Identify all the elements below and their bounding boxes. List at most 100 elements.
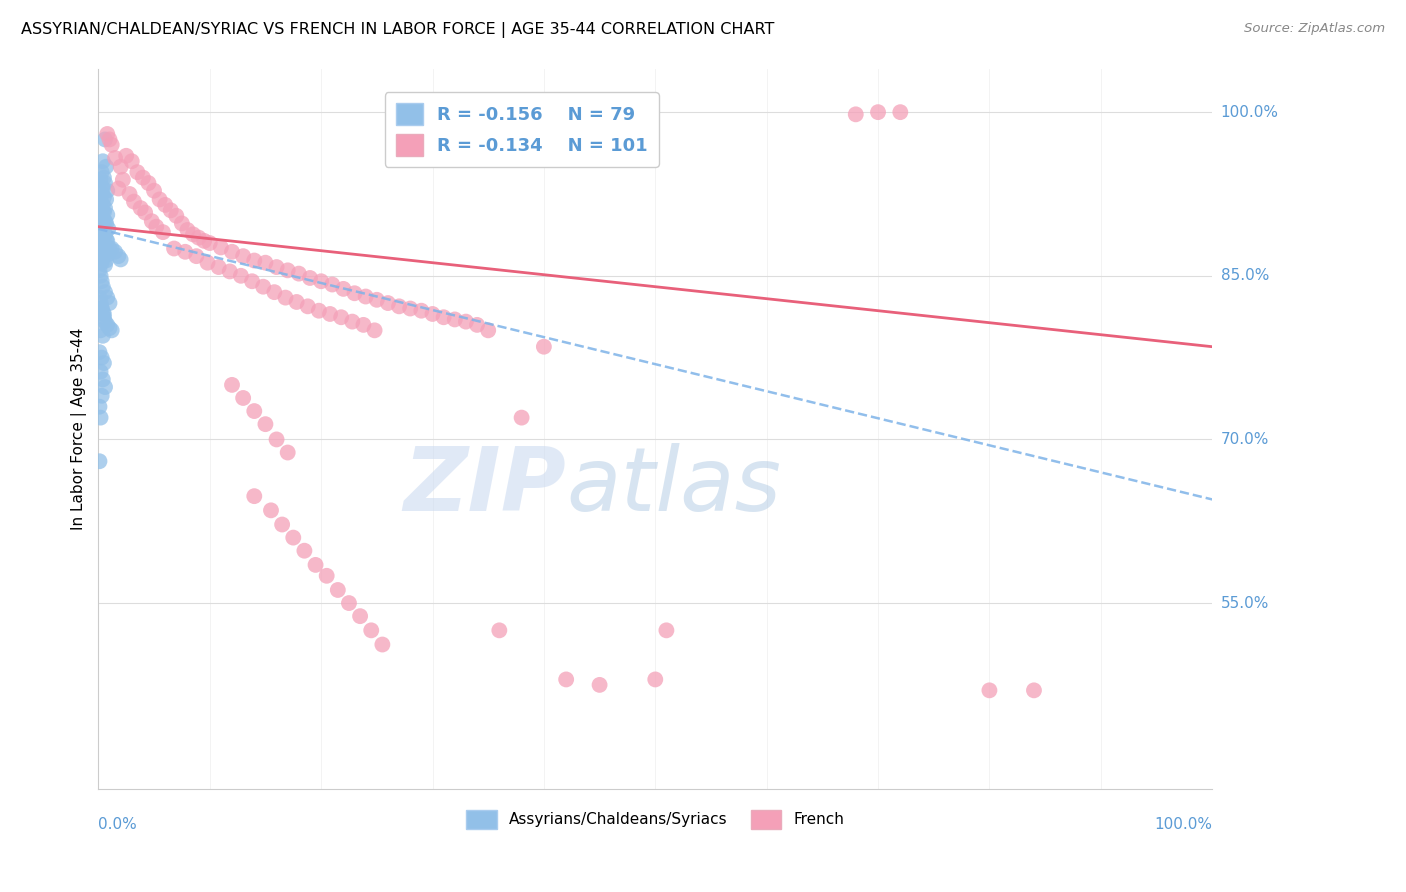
Point [266,260,288,274]
Point [90,268,112,283]
Point [93,190,115,204]
Point [209,240,232,254]
Point [443,312,465,326]
Point [90,223,112,237]
Point [90,235,112,250]
Point [91,252,114,266]
Point [110,252,132,267]
Point [174,244,197,259]
Point [90,389,112,403]
Point [93,307,115,321]
Point [477,323,499,337]
Point [91,212,114,227]
Point [294,543,316,558]
Point [321,277,343,292]
Point [96,318,118,332]
Point [363,323,385,337]
Point [332,282,354,296]
Point [889,105,911,120]
Point [274,291,297,305]
Point [308,303,330,318]
Point [297,299,319,313]
Point [93,310,115,325]
Point [89,291,111,305]
Point [377,296,399,310]
Point [98,321,121,335]
Point [90,274,112,288]
Point [337,596,360,610]
Point [371,638,394,652]
Point [93,170,115,185]
Point [91,225,114,239]
Point [319,307,342,321]
Point [510,410,533,425]
Point [94,227,117,242]
Point [107,181,129,195]
Point [90,228,112,243]
Point [366,293,388,307]
Point [91,238,114,252]
Text: atlas: atlas [567,443,782,529]
Point [555,673,578,687]
Point [97,247,120,261]
Point [100,242,122,256]
Point [454,315,477,329]
Point [94,258,117,272]
Point [208,260,231,274]
Point [91,372,114,386]
Point [243,404,266,418]
Point [94,216,117,230]
Point [655,624,678,638]
Point [98,296,121,310]
Legend: Assyrians/Chaldeans/Syriacs, French: Assyrians/Chaldeans/Syriacs, French [460,804,851,835]
Point [285,295,308,310]
Point [90,301,112,316]
Point [422,307,444,321]
Point [260,503,283,517]
Point [288,267,311,281]
Point [98,132,121,146]
Point [277,445,299,459]
Point [866,105,889,120]
Point [129,201,152,215]
Text: 85.0%: 85.0% [1220,268,1268,284]
Point [90,210,112,224]
Point [277,263,299,277]
Point [90,203,112,218]
Point [283,531,305,545]
Point [240,274,263,288]
Point [89,345,111,359]
Point [153,198,176,212]
Point [96,291,118,305]
Point [170,216,193,230]
Point [349,609,371,624]
Point [90,249,112,263]
Point [588,678,610,692]
Text: ZIP: ZIP [404,442,567,530]
Point [488,624,510,638]
Point [90,351,112,365]
Point [93,205,115,219]
Point [96,184,118,198]
Point [232,391,254,405]
Point [110,160,132,174]
Point [360,624,382,638]
Point [90,296,112,310]
Point [159,203,181,218]
Point [94,132,117,146]
Point [263,285,285,300]
Point [187,230,209,244]
Point [90,410,112,425]
Y-axis label: In Labor Force | Age 35-44: In Labor Force | Age 35-44 [72,327,87,530]
Point [94,176,117,190]
Point [186,249,208,263]
Point [221,377,243,392]
Point [93,246,115,260]
Point [94,315,117,329]
Point [90,323,112,337]
Point [127,165,149,179]
Point [94,201,117,215]
Text: Source: ZipAtlas.com: Source: ZipAtlas.com [1244,22,1385,36]
Point [266,433,288,447]
Point [89,454,111,468]
